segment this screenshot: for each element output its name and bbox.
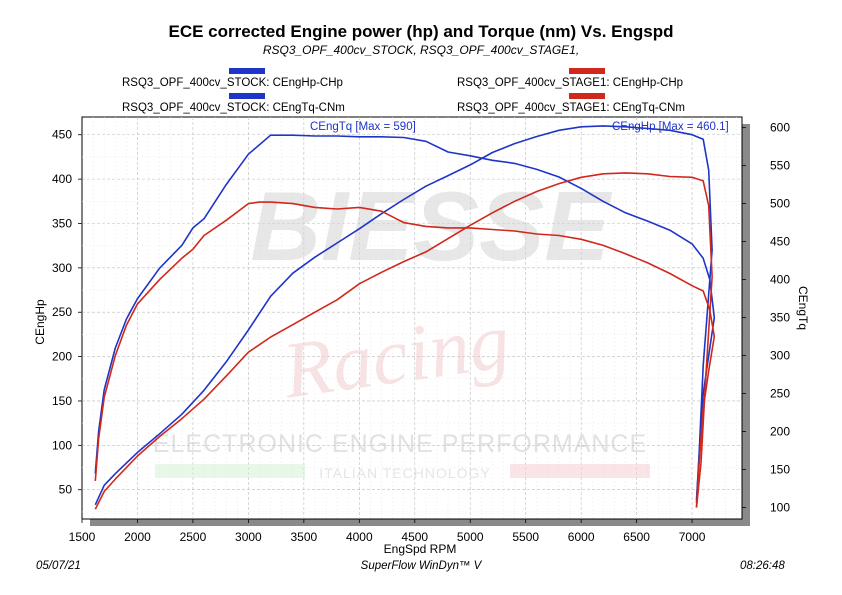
y2-tick-label: 550 [770,159,790,173]
legend-label: RSQ3_OPF_400cv_STOCK: CEngTq-CNm [122,102,345,114]
footer-time: 08:26:48 [740,560,785,572]
y-axis-right-title: CEngTq [796,286,810,330]
y-tick-label: 250 [52,305,72,319]
x-axis-title: EngSpd RPM [384,542,457,556]
watermark-band-green [155,464,305,478]
legend-stage1-tq: RSQ3_OPF_400cv_STAGE1: CEngTq-CNm [457,93,685,114]
y2-tick-label: 400 [770,273,790,287]
y-axis-left-ticks: 50 100 150 200 250 300 350 400 450 [52,128,82,497]
legend-stock-hp: RSQ3_OPF_400cv_STOCK: CEngHp-CHp [122,68,343,89]
legend-swatch [229,68,265,74]
footer-software: SuperFlow WinDyn™ V [360,560,482,572]
curves [94,125,716,510]
x-tick-label: 7000 [679,530,706,544]
legend-swatch [569,93,605,99]
y-tick-label: 100 [52,438,72,452]
legend-label: RSQ3_OPF_400cv_STOCK: CEngHp-CHp [122,77,343,89]
x-tick-label: 5500 [512,530,539,544]
y2-tick-label: 500 [770,197,790,211]
chart-subtitle: RSQ3_OPF_400cv_STOCK, RSQ3_OPF_400cv_STA… [262,43,580,57]
y-axis-left-title: CEngHp [33,299,47,345]
y-tick-label: 300 [52,261,72,275]
x-tick-label: 3500 [290,530,317,544]
x-axis-ticks: 1500 2000 2500 3000 3500 4000 4500 5000 5500 6000… [69,519,706,544]
watermark-line2: ITALIAN TECHNOLOGY [319,465,491,481]
chart-title: ECE corrected Engine power (hp) and Torq… [168,22,674,41]
x-tick-label: 6000 [568,530,595,544]
y2-tick-label: 300 [770,349,790,363]
series-line-2 [94,172,713,510]
torque-max-annotation: CEngTq [Max = 590] [310,121,416,133]
y2-tick-label: 250 [770,387,790,401]
x-tick-label: 1500 [69,530,96,544]
legend-stage1-hp: RSQ3_OPF_400cv_STAGE1: CEngHp-CHp [457,68,684,89]
y2-tick-label: 600 [770,121,790,135]
plot-area [81,116,743,520]
x-tick-label: 5000 [457,530,484,544]
legend-swatch [229,93,265,99]
y-tick-label: 150 [52,394,72,408]
y-tick-label: 450 [52,128,72,142]
legend-swatch [569,68,605,74]
legend-label: RSQ3_OPF_400cv_STAGE1: CEngHp-CHp [457,77,684,89]
x-tick-label: 3000 [235,530,262,544]
series-line-3 [94,201,716,508]
legend-label: RSQ3_OPF_400cv_STAGE1: CEngTq-CNm [457,102,685,114]
watermark-line1: ELECTRONIC ENGINE PERFORMANCE [153,430,647,458]
y2-tick-label: 100 [770,501,790,515]
y-tick-label: 400 [52,172,72,186]
legend-stock-tq: RSQ3_OPF_400cv_STOCK: CEngTq-CNm [122,93,345,114]
y2-tick-label: 450 [770,235,790,249]
y2-tick-label: 150 [770,463,790,477]
x-tick-label: 4000 [346,530,373,544]
x-tick-label: 2500 [180,530,207,544]
y-tick-label: 350 [52,216,72,230]
series-line-0 [94,125,713,506]
watermark-band-red [510,464,650,478]
y2-tick-label: 350 [770,311,790,325]
series-line-1 [94,134,716,501]
y2-tick-label: 200 [770,425,790,439]
footer-date: 05/07/21 [36,560,81,572]
y-tick-label: 200 [52,350,72,364]
x-tick-label: 2000 [124,530,151,544]
y-axis-right-ticks: 100 150 200 250 300 350 400 450 500 550 600 [742,121,790,515]
x-tick-label: 4500 [401,530,428,544]
y-tick-label: 50 [59,483,73,497]
power-max-annotation: CEngHp [Max = 460.1] [612,121,729,133]
x-tick-label: 6500 [623,530,650,544]
